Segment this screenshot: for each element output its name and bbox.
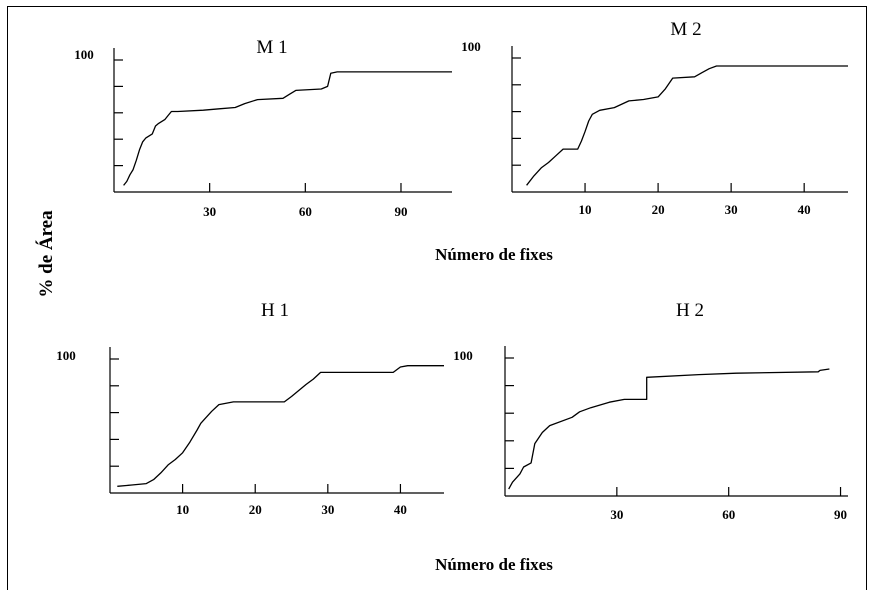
x-tick-label: 40 bbox=[394, 502, 407, 517]
x-tick-label: 20 bbox=[249, 502, 262, 517]
y-tick-label: 100 bbox=[74, 47, 94, 62]
figure-frame bbox=[7, 6, 867, 590]
x-tick-label: 10 bbox=[579, 202, 592, 217]
series-line bbox=[526, 65, 848, 186]
x-tick-label: 30 bbox=[725, 202, 738, 217]
x-tick-label: 90 bbox=[394, 204, 407, 219]
x-tick-label: 30 bbox=[321, 502, 334, 517]
chart-title: H 2 bbox=[676, 300, 704, 321]
x-tick-label: 30 bbox=[610, 507, 623, 522]
series-line bbox=[508, 368, 830, 490]
x-axis-label-top: Número de fixes bbox=[435, 245, 553, 264]
x-tick-label: 40 bbox=[798, 202, 811, 217]
chart-panel-2: M 2 100 10 20 30 40 bbox=[461, 19, 848, 217]
series-line bbox=[117, 365, 444, 487]
x-tick-label: 30 bbox=[203, 204, 216, 219]
y-axis-label: % de Área bbox=[35, 210, 57, 298]
chart-title: M 1 bbox=[256, 37, 287, 58]
x-tick-label: 10 bbox=[176, 502, 189, 517]
chart-panel-4: H 2 100 30 60 90 bbox=[453, 300, 848, 522]
y-tick-label: 100 bbox=[461, 39, 481, 54]
x-tick-label: 20 bbox=[652, 202, 665, 217]
y-tick-label: 100 bbox=[56, 348, 76, 363]
series-line bbox=[123, 71, 452, 186]
x-axis-label-bottom: Número de fixes bbox=[435, 555, 553, 574]
chart-panel-3: H 1 100 10 20 30 40 bbox=[56, 300, 444, 517]
x-tick-label: 90 bbox=[834, 507, 847, 522]
chart-panel-1: M 1 100 30 60 90 bbox=[74, 37, 452, 219]
x-tick-label: 60 bbox=[299, 204, 312, 219]
x-tick-label: 60 bbox=[722, 507, 735, 522]
chart-title: H 1 bbox=[261, 300, 289, 321]
y-tick-label: 100 bbox=[453, 348, 473, 363]
chart-panels: M 1 100 30 60 90 M 2 100 10 20 30 40 H 1 100 10 20 30 40… bbox=[56, 19, 848, 522]
chart-title: M 2 bbox=[670, 19, 701, 40]
